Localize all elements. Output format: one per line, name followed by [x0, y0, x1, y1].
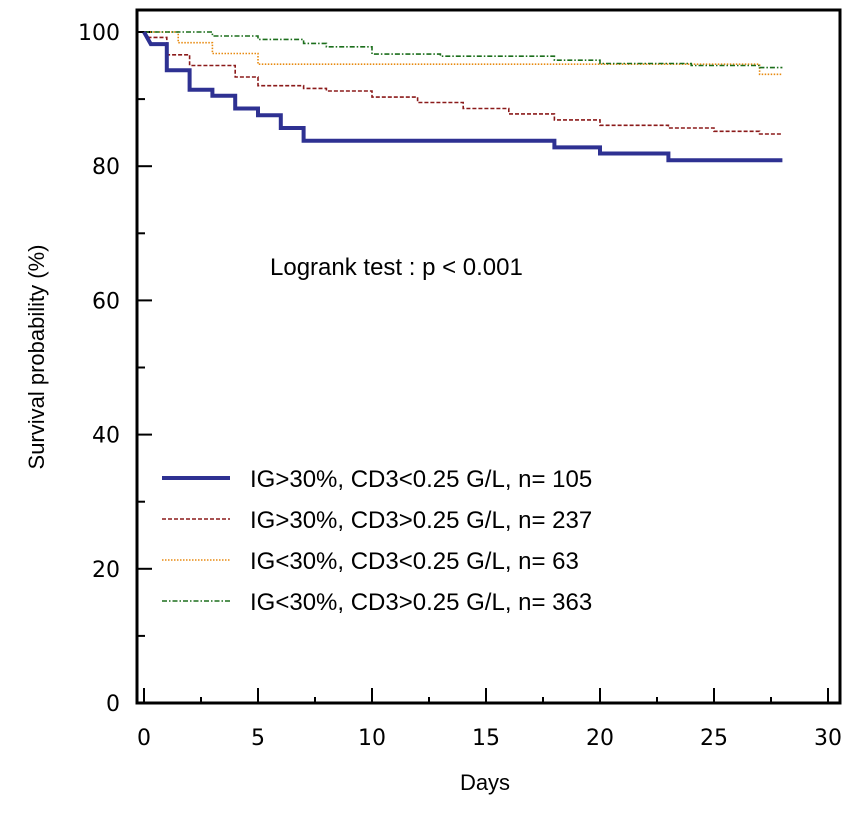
x-tick-label: 10 — [358, 726, 386, 751]
y-tick-label: 100 — [78, 21, 120, 46]
plot-frame — [135, 8, 842, 705]
x-tick-label: 20 — [586, 726, 614, 751]
x-tick-label: 30 — [814, 726, 842, 751]
series-line-4 — [144, 31, 783, 69]
legend-label: IG>30%, CD3<0.25 G/L, n= 105 — [250, 466, 592, 493]
legend-label: IG>30%, CD3>0.25 G/L, n= 237 — [250, 507, 592, 534]
y-tick-label: 40 — [92, 424, 120, 449]
x-tick-label: 5 — [251, 726, 265, 751]
legend-label: IG<30%, CD3>0.25 G/L, n= 363 — [250, 589, 592, 616]
logrank-annotation: Logrank test : p < 0.001 — [270, 254, 523, 281]
series-lines — [142, 31, 783, 163]
x-tick-label: 15 — [472, 726, 500, 751]
y-axis-title: Survival probability (%) — [24, 245, 49, 470]
x-tick-label: 0 — [137, 726, 151, 751]
x-axis-title: Days — [460, 770, 510, 795]
series-line-3 — [144, 31, 783, 76]
y-tick-label: 80 — [92, 155, 120, 180]
legend-label: IG<30%, CD3<0.25 G/L, n= 63 — [250, 548, 579, 575]
series-line-1 — [142, 31, 783, 163]
y-tick-label: 60 — [92, 289, 120, 314]
legend: IG>30%, CD3<0.25 G/L, n= 105 IG>30%, CD3>… — [162, 466, 592, 616]
y-tick-label: 0 — [106, 692, 120, 717]
series-line-2 — [143, 31, 783, 135]
axis-ticks: 0 5 10 15 20 25 30 0 20 40 60 80 100 — [78, 21, 842, 751]
y-tick-label: 20 — [92, 558, 120, 583]
x-tick-label: 25 — [700, 726, 728, 751]
